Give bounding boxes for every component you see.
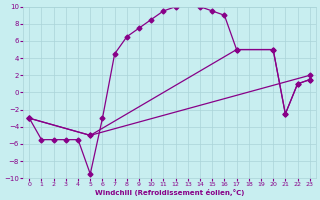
X-axis label: Windchill (Refroidissement éolien,°C): Windchill (Refroidissement éolien,°C): [95, 189, 244, 196]
